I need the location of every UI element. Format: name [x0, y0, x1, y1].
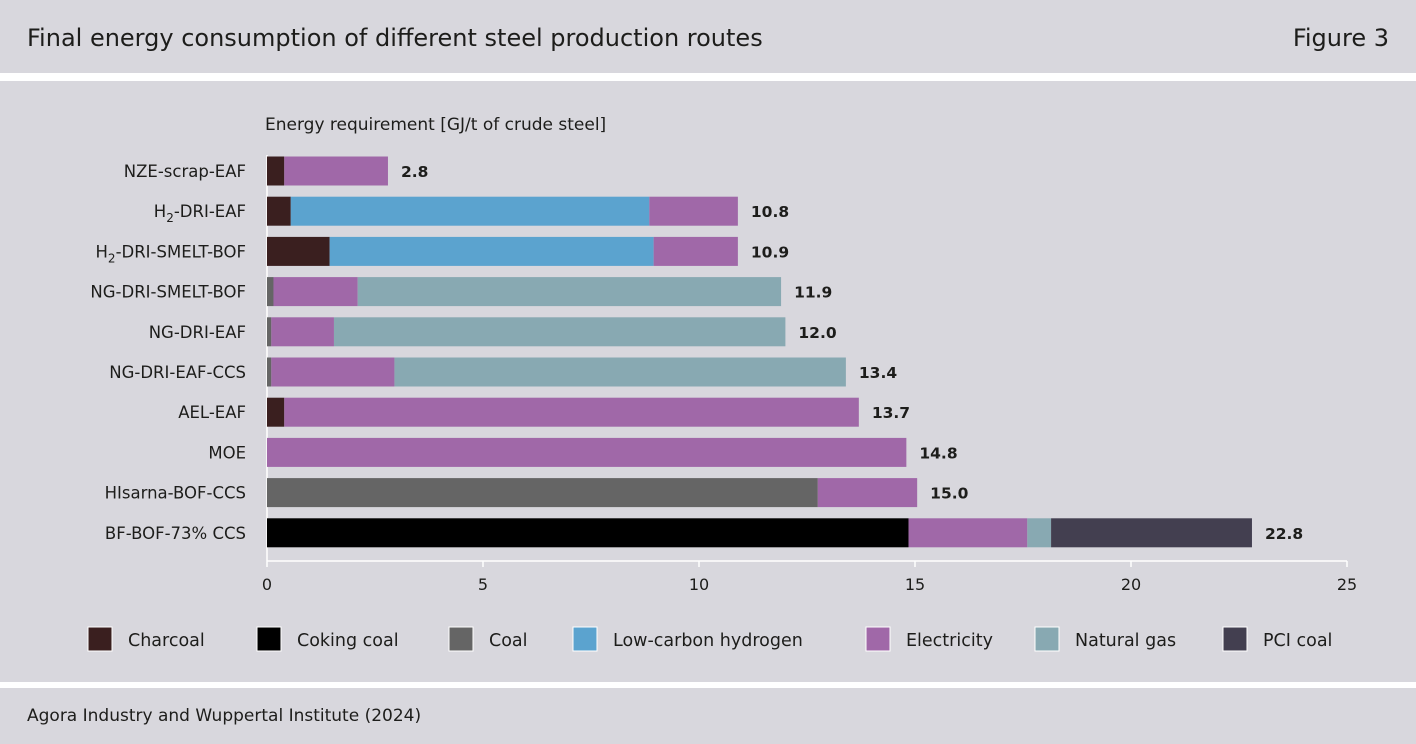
bar-segment-charcoal — [267, 236, 330, 266]
total-value-label: 14.8 — [919, 444, 957, 462]
total-value-label: 15.0 — [930, 485, 968, 503]
total-value-label: 11.9 — [794, 284, 832, 302]
bar-segment-coking-coal — [267, 518, 909, 548]
bar-segment-electricity — [653, 236, 738, 266]
bar-segment-electricity — [908, 518, 1028, 548]
bar-segment-low-carbon-hydrogen — [329, 236, 654, 266]
bar-segment-natural-gas — [333, 317, 786, 347]
x-tick-label: 20 — [1121, 575, 1141, 594]
total-value-label: 13.4 — [859, 364, 897, 382]
legend-swatch-pci-coal — [1222, 626, 1248, 652]
x-tick-label: 15 — [905, 575, 925, 594]
legend-label: Charcoal — [128, 631, 205, 651]
bar-segment-pci-coal — [1051, 518, 1252, 548]
legend-label: PCI coal — [1263, 631, 1332, 651]
category-label: H2-DRI-EAF — [154, 202, 246, 225]
footer-bar: Agora Industry and Wuppertal Institute (… — [0, 688, 1416, 744]
stacked-bar-chart: Energy requirement [GJ/t of crude steel]… — [87, 115, 1357, 652]
bar-segment-electricity — [273, 277, 358, 307]
bar-segment-charcoal — [267, 196, 291, 226]
page-title: Final energy consumption of different st… — [27, 24, 763, 52]
bar-segment-low-carbon-hydrogen — [290, 196, 650, 226]
legend-swatch-coking-coal — [256, 626, 282, 652]
legend-swatch-natural-gas — [1034, 626, 1060, 652]
category-label: HIsarna-BOF-CCS — [105, 484, 246, 503]
bar-segment-charcoal — [267, 397, 285, 427]
total-value-label: 12.0 — [798, 324, 836, 342]
category-label: H2-DRI-SMELT-BOF — [96, 242, 247, 265]
total-value-label: 10.9 — [751, 243, 789, 261]
bar-segment-charcoal — [267, 156, 285, 186]
category-label: MOE — [208, 443, 246, 462]
legend-label: Natural gas — [1075, 631, 1176, 651]
bar-segment-coal — [267, 317, 272, 347]
total-value-label: 10.8 — [751, 203, 789, 221]
bar-segment-electricity — [649, 196, 738, 226]
legend-swatch-electricity — [865, 626, 891, 652]
bar-segment-electricity — [267, 437, 907, 467]
figure-label: Figure 3 — [1292, 24, 1389, 52]
legend-label: Coal — [489, 631, 528, 651]
bar-segment-electricity — [271, 317, 334, 347]
bar-segment-natural-gas — [357, 277, 782, 307]
category-label: AEL-EAF — [178, 403, 246, 422]
bar-segment-electricity — [284, 156, 388, 186]
bar-segment-electricity — [284, 397, 859, 427]
legend-label: Coking coal — [297, 631, 399, 651]
total-value-label: 22.8 — [1265, 525, 1303, 543]
total-value-label: 13.7 — [872, 404, 910, 422]
x-tick-label: 0 — [262, 575, 272, 594]
axis-title: Energy requirement [GJ/t of crude steel] — [265, 115, 606, 135]
chart-panel: Energy requirement [GJ/t of crude steel]… — [0, 81, 1416, 682]
bar-segment-coal — [267, 277, 274, 307]
category-label: NG-DRI-EAF-CCS — [109, 363, 246, 382]
legend-swatch-coal — [448, 626, 474, 652]
bar-segment-natural-gas — [394, 357, 846, 387]
legend-label: Electricity — [906, 631, 993, 651]
total-value-label: 2.8 — [401, 163, 428, 181]
x-tick-label: 5 — [478, 575, 488, 594]
category-label: BF-BOF-73% CCS — [105, 524, 246, 543]
bar-segment-electricity — [271, 357, 395, 387]
bar-segment-coal — [267, 478, 818, 508]
source-note: Agora Industry and Wuppertal Institute (… — [27, 706, 422, 726]
header-bar: Final energy consumption of different st… — [0, 0, 1416, 73]
x-tick-label: 25 — [1337, 575, 1357, 594]
x-tick-label: 10 — [689, 575, 709, 594]
bar-segment-electricity — [817, 478, 918, 508]
category-label: NG-DRI-SMELT-BOF — [90, 283, 246, 302]
bar-segment-coal — [267, 357, 272, 387]
legend-swatch-charcoal — [87, 626, 113, 652]
bar-segment-natural-gas — [1027, 518, 1052, 548]
category-label: NZE-scrap-EAF — [124, 162, 246, 181]
legend-swatch-low-carbon-hydrogen — [572, 626, 598, 652]
legend-label: Low-carbon hydrogen — [613, 631, 803, 651]
category-label: NG-DRI-EAF — [149, 323, 246, 342]
